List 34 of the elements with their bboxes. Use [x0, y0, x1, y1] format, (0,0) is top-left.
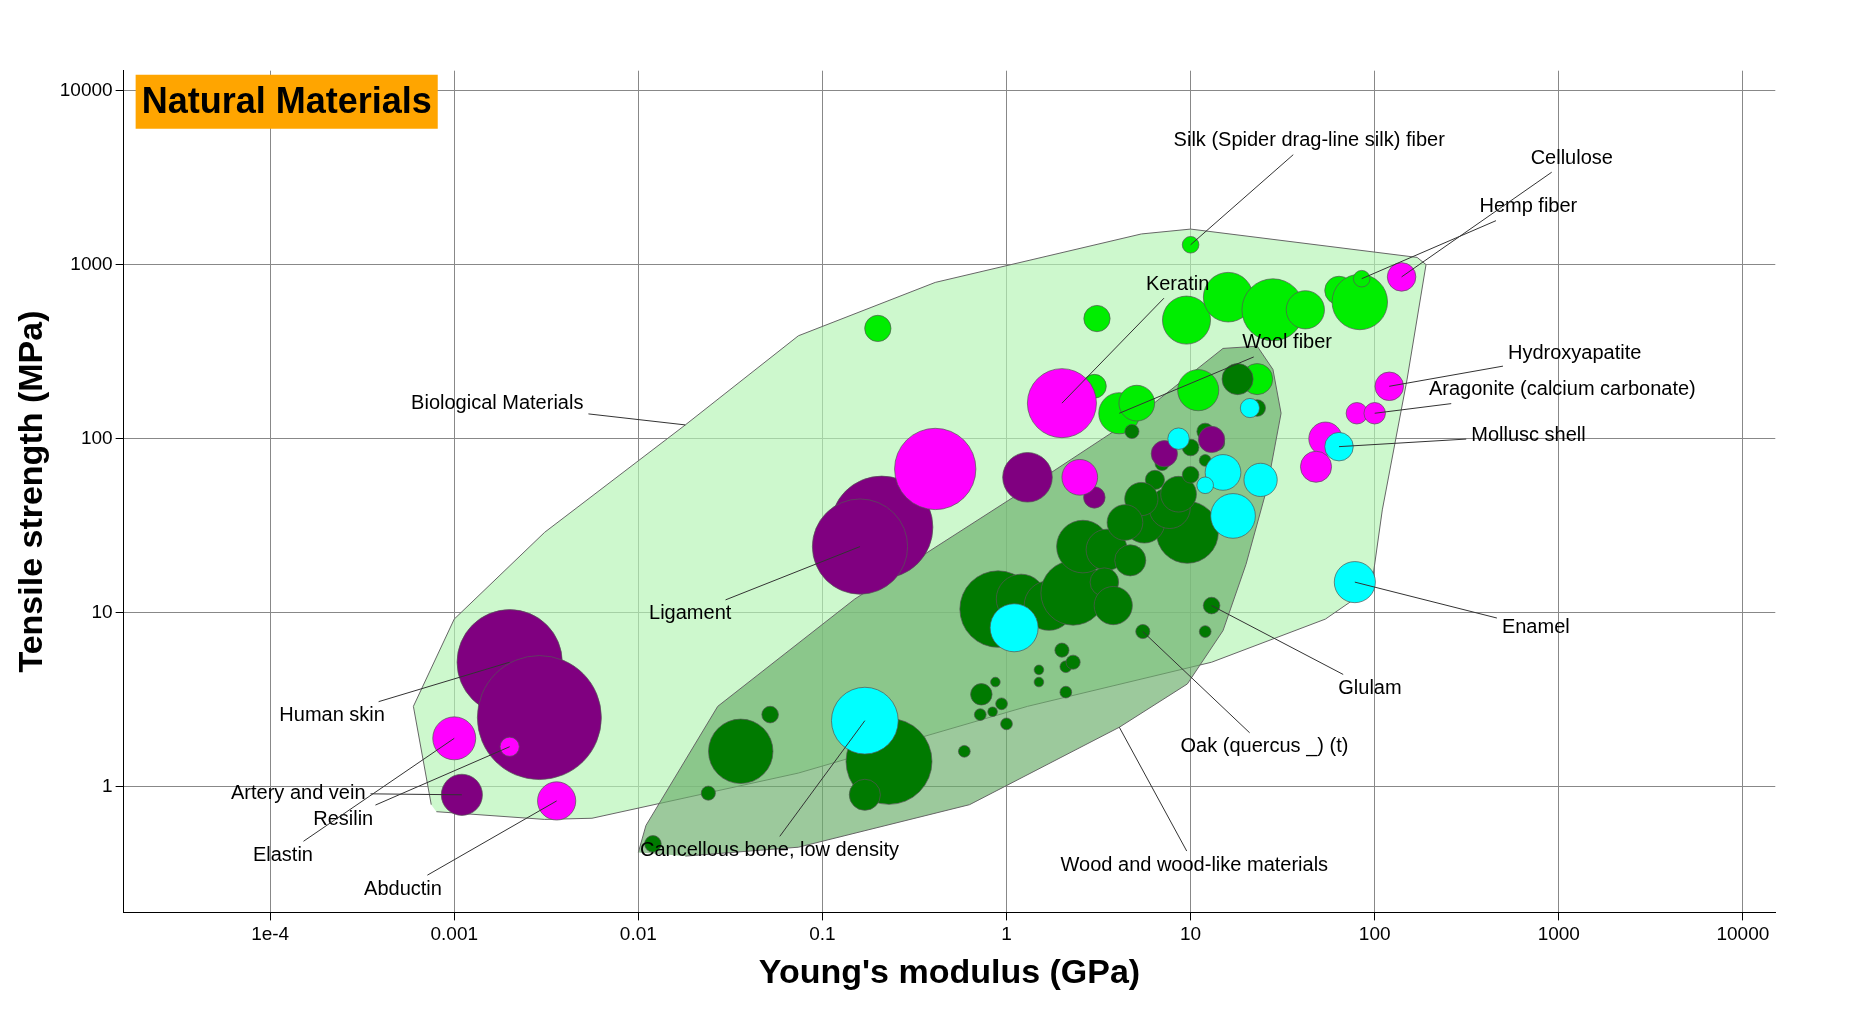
annotation: Enamel: [1501, 615, 1570, 638]
x-tick-label: 10: [1180, 923, 1202, 945]
y-tick-label: 1: [102, 775, 113, 797]
annotation: Silk (Spider drag-line silk) fiber: [1173, 128, 1446, 151]
annotation: Elastin: [252, 842, 313, 865]
y-tick-label: 10000: [59, 78, 113, 100]
annotation: Human skin: [279, 703, 385, 726]
annotation: Cellulose: [1530, 145, 1613, 168]
annotation: Ligament: [649, 601, 732, 624]
annotation: Mollusc shell: [1471, 422, 1586, 445]
x-tick-label: 0.1: [809, 923, 836, 945]
annotation: Glulam: [1338, 675, 1402, 698]
chart-title: Natural Materials: [141, 79, 432, 121]
annotation: Keratin: [1145, 271, 1210, 294]
annotation: Cancellous bone, low density: [639, 837, 899, 860]
y-tick-label: 1000: [70, 252, 113, 274]
y-tick-label: 100: [80, 426, 113, 448]
annotation: Wood and wood-like materials: [1060, 852, 1329, 875]
x-tick-label: 10000: [1716, 923, 1770, 945]
x-axis-title: Young's modulus (GPa): [758, 951, 1141, 990]
annotation: Abductin: [364, 876, 442, 899]
annotation: Biological Materials: [411, 391, 584, 414]
annotation: Artery and vein: [230, 780, 366, 803]
y-tick-label: 10: [91, 601, 113, 622]
x-tick-label: 0.01: [619, 923, 657, 945]
x-tick-label: 1e-4: [251, 923, 290, 945]
x-tick-label: 0.001: [430, 923, 479, 945]
x-tick-label: 100: [1358, 923, 1391, 945]
y-axis-title: Tensile strength (MPa): [10, 310, 49, 673]
annotation: Oak (quercus _) (t): [1180, 734, 1349, 758]
x-tick-label: 1: [1001, 923, 1012, 945]
annotation: Hydroxyapatite: [1507, 340, 1642, 363]
x-tick-label: 1000: [1537, 923, 1580, 945]
annotation: Aragonite (calcium carbonate): [1428, 377, 1696, 400]
